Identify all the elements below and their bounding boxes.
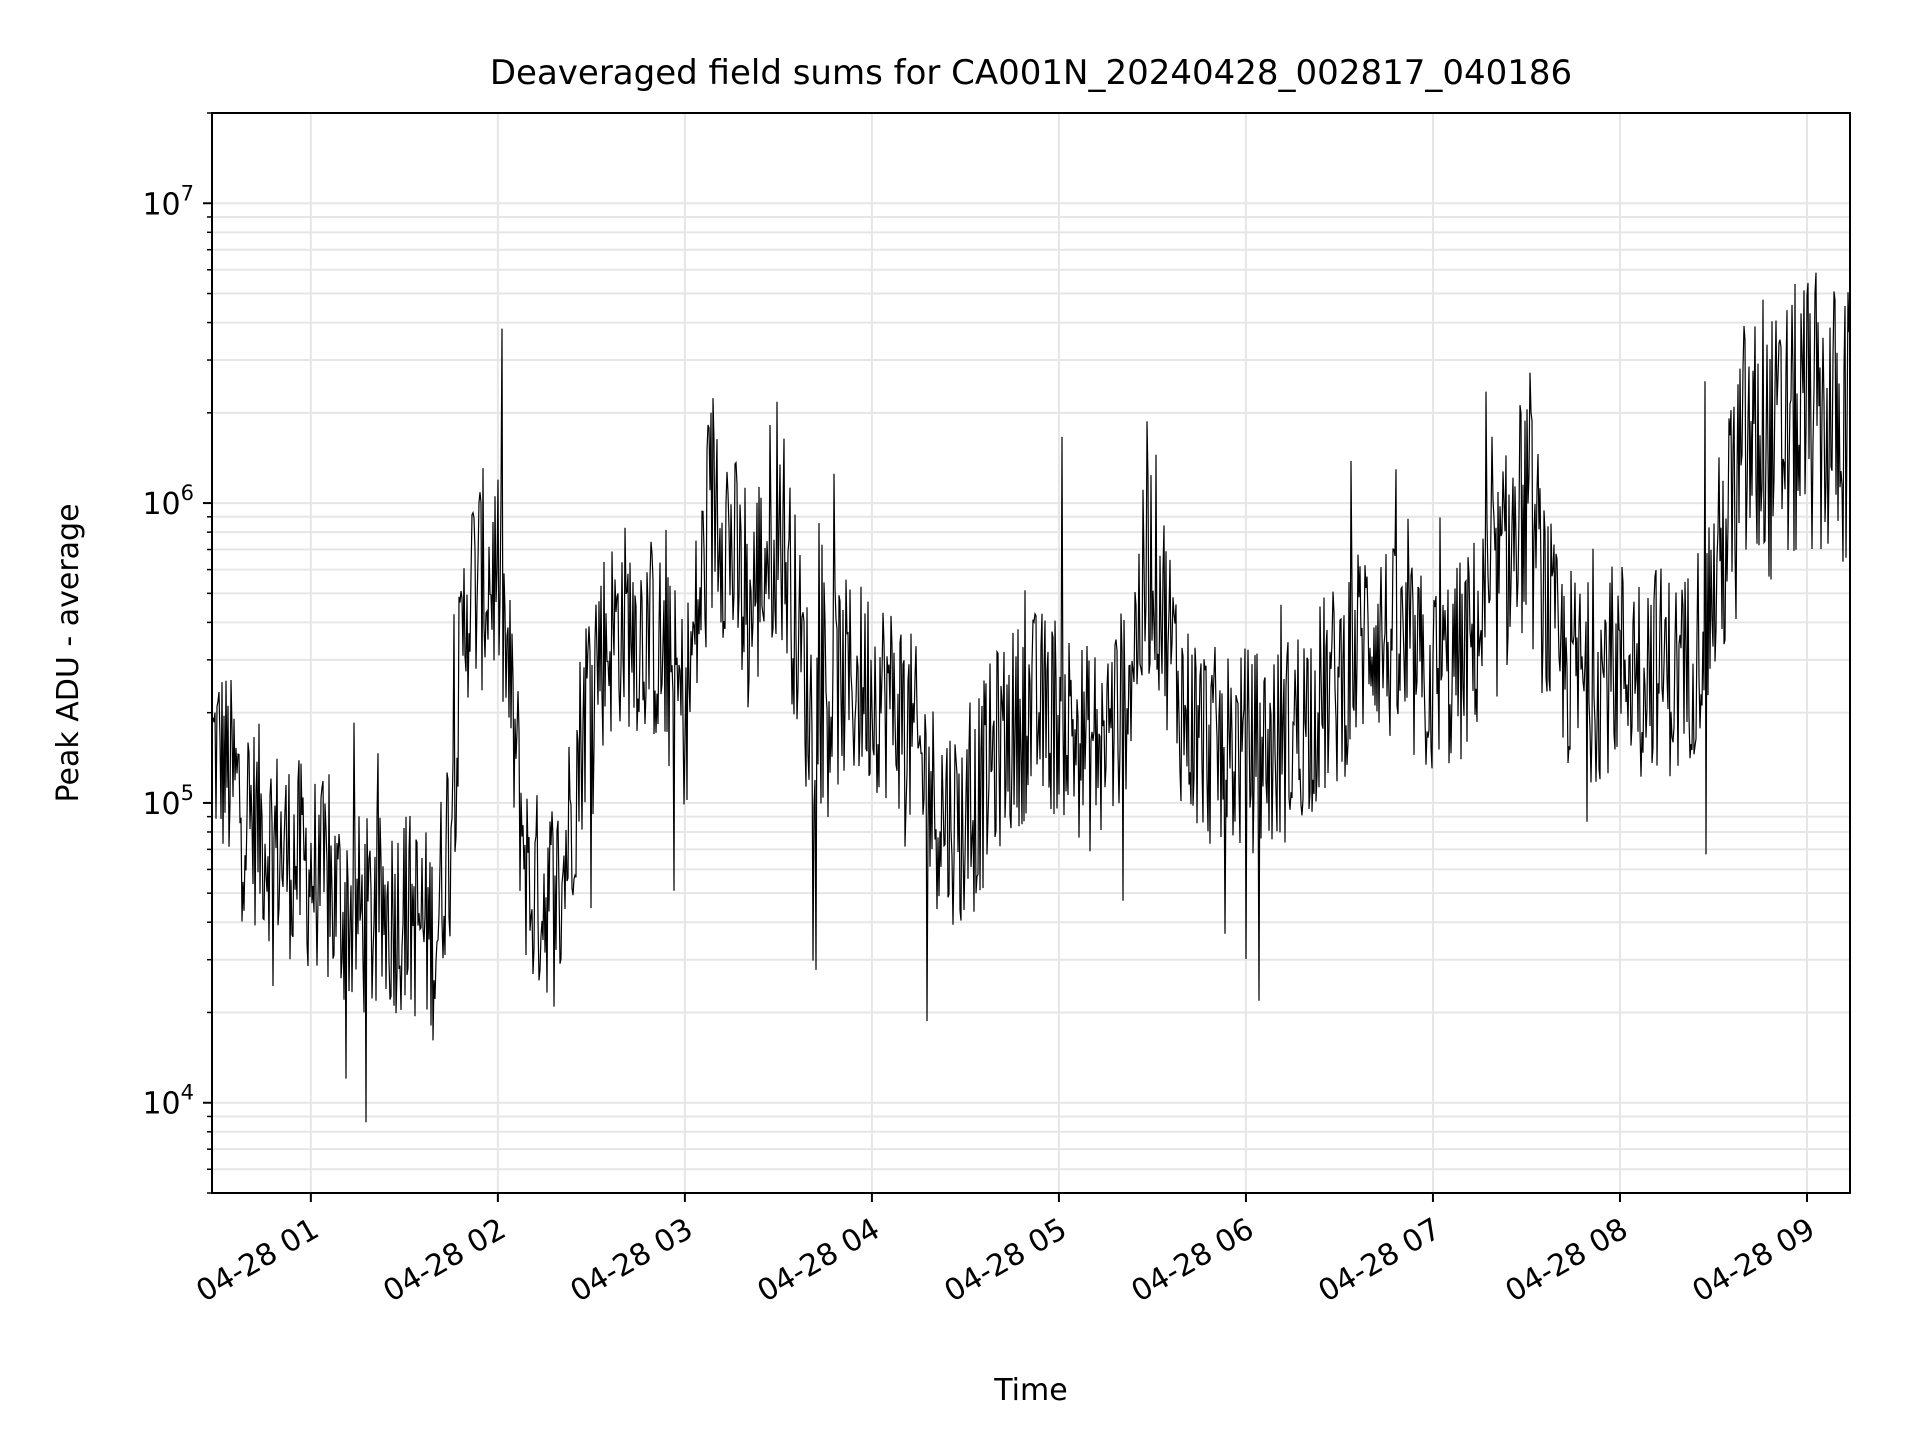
- data-area: [212, 272, 1850, 1123]
- y-tick-base: 10: [142, 487, 180, 522]
- y-tick-label: 105: [142, 781, 194, 822]
- y-axis-label: Peak ADU - average: [51, 503, 86, 802]
- grid: [212, 112, 1850, 1194]
- y-tick-label: 104: [142, 1081, 194, 1122]
- y-tick-exponent: 7: [181, 181, 194, 205]
- y-tick-exponent: 5: [181, 781, 194, 805]
- y-tick-label: 107: [142, 181, 194, 222]
- plot-frame: [211, 112, 1851, 1194]
- y-tick-base: 10: [142, 1087, 180, 1122]
- chart-title: Deaveraged field sums for CA001N_2024042…: [490, 53, 1572, 93]
- y-tick-base: 10: [142, 787, 180, 822]
- series-line: [212, 272, 1850, 1123]
- y-tick-base: 10: [142, 187, 180, 222]
- y-tick-exponent: 6: [181, 481, 194, 505]
- y-tick-label: 106: [142, 481, 194, 522]
- x-axis-label: Time: [993, 1373, 1067, 1408]
- y-tick-exponent: 4: [181, 1081, 194, 1105]
